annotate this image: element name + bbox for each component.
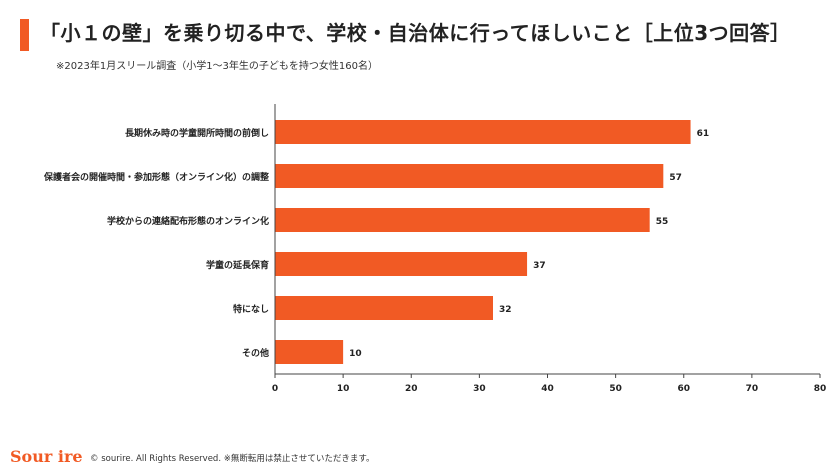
bars-layer: 長期休み時の学童開所時間の前倒し 61 保護者会の開催時間・参加形態（オンライン化）… bbox=[43, 120, 709, 364]
page-title: 「小１の壁」を乗り切る中で、学校・自治体に行ってほしいこと［上位3つ回答］ bbox=[40, 21, 791, 45]
x-tick-label: 20 bbox=[405, 384, 418, 394]
data-label: 37 bbox=[533, 261, 546, 271]
x-tick-label: 50 bbox=[609, 384, 622, 394]
bar bbox=[275, 252, 528, 276]
category-label: 特になし bbox=[233, 303, 269, 315]
bar bbox=[275, 120, 691, 144]
copyright-text: © sourire. All Rights Reserved. ※無断転用は禁止… bbox=[90, 454, 375, 464]
x-tick-label: 30 bbox=[473, 384, 486, 394]
bar bbox=[275, 208, 650, 232]
x-tick-label: 70 bbox=[746, 384, 759, 394]
category-label: 長期休み時の学童開所時間の前倒し bbox=[125, 127, 269, 139]
x-tick-label: 0 bbox=[272, 384, 278, 394]
category-label: 学校からの連絡配布形態のオンライン化 bbox=[107, 215, 269, 227]
bar bbox=[275, 296, 493, 320]
category-label: 保護者会の開催時間・参加形態（オンライン化）の調整 bbox=[43, 171, 269, 183]
title-accent-bar bbox=[20, 19, 29, 51]
data-label: 55 bbox=[656, 217, 669, 227]
x-tick-label: 80 bbox=[814, 384, 827, 394]
category-label: 学童の延長保育 bbox=[206, 259, 269, 271]
category-label: その他 bbox=[242, 347, 269, 359]
data-label: 32 bbox=[499, 305, 512, 315]
axis-layer: 0 10 20 30 40 50 60 70 80 bbox=[272, 104, 826, 394]
x-tick-label: 10 bbox=[337, 384, 350, 394]
data-label: 57 bbox=[669, 173, 682, 183]
bar bbox=[275, 340, 344, 364]
data-label: 10 bbox=[349, 349, 362, 359]
x-tick-label: 60 bbox=[677, 384, 690, 394]
data-label: 61 bbox=[697, 129, 710, 139]
brand-logo-text: Sour ire bbox=[10, 447, 83, 466]
brand-logo: Sour ire bbox=[10, 447, 83, 466]
bar bbox=[275, 164, 664, 188]
survey-note: ※2023年1月スリール調査（小学1～3年生の子どもを持つ女性160名） bbox=[56, 61, 379, 72]
x-tick-label: 40 bbox=[541, 384, 554, 394]
